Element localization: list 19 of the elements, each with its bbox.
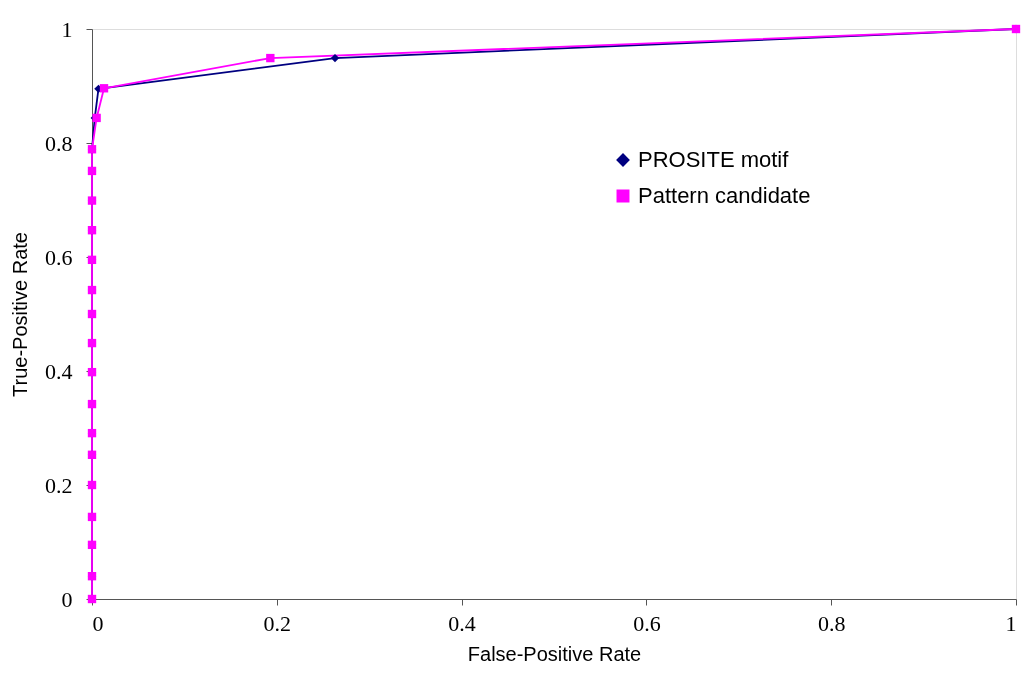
x-tick-label: 0.6 [633,610,661,636]
y-tick-label: 1 [61,16,73,42]
y-tick-label: 0.2 [45,472,73,498]
x-tick-label: 0 [92,610,104,636]
x-tick-label: 0.8 [817,610,846,636]
y-tick-label: 0.8 [45,130,73,156]
x-tick-label: 1 [1005,610,1017,636]
point [330,53,340,63]
y-tick-label: 0 [61,586,73,612]
legend-label: PROSITE motif [638,147,790,172]
y-tick-label: 0.6 [45,244,73,270]
point [99,84,109,93]
x-tick-label: 0.2 [263,610,292,636]
y-tick-label: 0.4 [45,358,73,384]
legend-label: Pattern candidate [638,183,811,208]
x-axis-title: False-Positive Rate [467,642,642,665]
x-tick-label: 0.4 [448,610,476,636]
y-axis-title: True-Positive Rate [9,232,31,397]
point [266,53,275,63]
